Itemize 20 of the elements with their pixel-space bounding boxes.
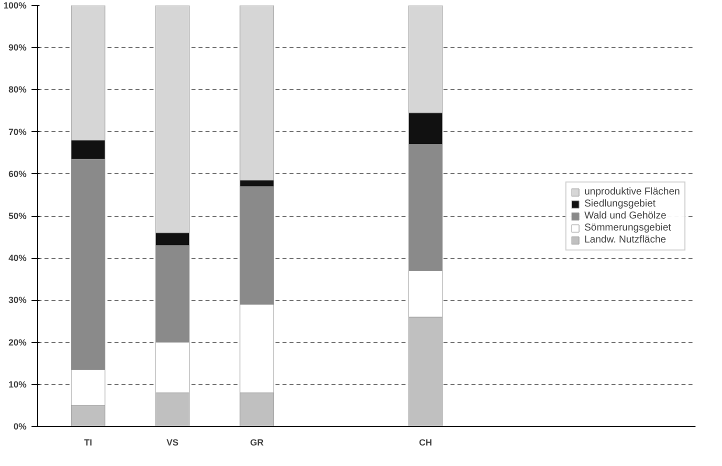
y-tick-label: 90%: [8, 42, 26, 53]
y-tick-label: 30%: [8, 295, 26, 306]
legend-label: Wald und Gehölze: [584, 210, 666, 221]
x-tick-label: GR: [250, 438, 264, 448]
legend-label: Landw. Nutzfläche: [584, 234, 666, 245]
y-tick-label: 10%: [8, 379, 26, 390]
legend-label: Sömmerungsgebiet: [584, 222, 672, 233]
y-tick-label: 40%: [8, 253, 26, 264]
x-tick-label: VS: [166, 438, 178, 448]
x-tick-label: CH: [419, 438, 432, 448]
y-tick-label: 70%: [8, 126, 26, 137]
y-tick-label: 20%: [8, 337, 26, 348]
y-tick-label: 60%: [8, 168, 26, 179]
y-tick-label: 50%: [8, 211, 26, 221]
y-tick-label: 0%: [13, 422, 27, 432]
y-tick-label: 100%: [3, 0, 27, 10]
x-tick-label: TI: [84, 438, 92, 448]
legend-label: Siedlungsgebiet: [584, 198, 656, 209]
y-tick-label: 80%: [8, 84, 26, 95]
legend-label: unproduktive Flächen: [584, 186, 680, 197]
